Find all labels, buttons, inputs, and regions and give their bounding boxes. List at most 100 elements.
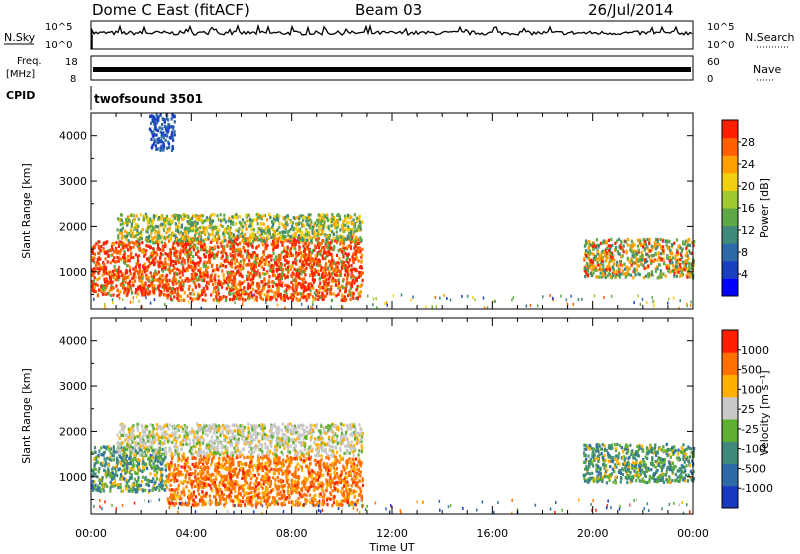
scatter-cell — [92, 281, 95, 286]
scatter-cell — [678, 257, 681, 262]
scatter-cell — [664, 239, 667, 244]
scatter-cell — [250, 267, 253, 271]
scatter-cell — [248, 277, 251, 281]
scatter-cell — [194, 228, 198, 232]
ground-scatter-cell — [577, 298, 580, 301]
scatter-cell — [128, 219, 131, 223]
scatter-cell — [171, 113, 174, 117]
scatter-cell — [246, 249, 249, 253]
scatter-cell — [171, 214, 174, 218]
scatter-cell — [283, 294, 286, 298]
scatter-cell — [101, 478, 104, 483]
scatter-cell — [291, 239, 294, 243]
scatter-cell — [148, 456, 151, 460]
scatter-cell — [357, 250, 360, 254]
scatter-cell — [93, 276, 96, 280]
freq-band — [93, 67, 691, 72]
scatter-cell — [158, 277, 161, 281]
scatter-cell — [303, 271, 306, 275]
ground-scatter-cell — [284, 306, 286, 310]
scatter-cell — [335, 230, 338, 234]
scatter-cell — [133, 241, 136, 246]
scatter-cell — [151, 278, 154, 282]
scatter-cell — [163, 124, 166, 128]
scatter-cell — [258, 227, 261, 231]
scatter-cell — [105, 272, 108, 276]
scatter-cell — [190, 251, 193, 255]
scatter-cell — [169, 247, 172, 252]
scatter-cell — [195, 224, 198, 228]
scatter-cell — [204, 246, 207, 250]
scatter-cell — [148, 127, 151, 131]
scatter-cell — [342, 261, 345, 265]
scatter-cell — [102, 269, 105, 273]
scatter-cell — [277, 285, 280, 289]
scatter-cell — [217, 282, 220, 286]
scatter-cell — [135, 242, 138, 246]
scatter-cell — [155, 214, 158, 218]
scatter-cell — [134, 269, 137, 273]
scatter-cell — [337, 212, 340, 217]
scatter-cell — [253, 293, 256, 297]
scatter-cell — [291, 221, 295, 225]
scatter-cell — [91, 250, 94, 254]
scatter-cell — [146, 257, 149, 261]
scatter-cell — [117, 272, 120, 276]
scatter-cell — [205, 250, 208, 255]
scatter-cell — [107, 281, 110, 285]
scatter-cell — [285, 259, 288, 263]
scatter-cell — [144, 293, 147, 297]
scatter-cell — [169, 478, 173, 482]
scatter-cell — [106, 280, 109, 284]
scatter-cell — [322, 223, 325, 227]
scatter-cell — [271, 223, 275, 227]
scatter-cell — [159, 113, 162, 117]
scatter-cell — [278, 272, 281, 277]
scatter-cell — [631, 244, 635, 248]
scatter-cell — [98, 267, 102, 271]
scatter-cell — [272, 245, 275, 249]
scatter-cell — [108, 448, 111, 452]
scatter-cell — [126, 256, 129, 260]
scatter-cell — [163, 218, 166, 222]
scatter-cell — [173, 276, 176, 280]
scatter-cell — [165, 236, 168, 240]
scatter-cell — [136, 457, 139, 462]
scatter-cell — [587, 246, 590, 250]
scatter-cell — [154, 273, 157, 277]
scatter-cell — [229, 278, 232, 282]
scatter-cell — [230, 238, 233, 242]
scatter-cell — [687, 243, 690, 247]
scatter-cell — [242, 246, 245, 250]
scatter-cell — [282, 255, 285, 259]
scatter-cell — [321, 495, 324, 499]
scatter-cell — [136, 229, 139, 233]
scatter-cell — [125, 459, 129, 463]
scatter-cell — [306, 231, 310, 235]
scatter-cell — [347, 293, 350, 298]
scatter-cell — [229, 247, 232, 251]
nsky-label: N.Sky — [4, 31, 36, 44]
nave-tick-top: 60 — [707, 57, 720, 68]
scatter-cell — [117, 268, 120, 272]
scatter-cell — [164, 133, 167, 137]
scatter-cell — [148, 461, 151, 465]
scatter-cell — [187, 287, 190, 291]
scatter-cell — [658, 274, 661, 278]
scatter-cell — [310, 284, 314, 288]
scatter-cell — [221, 239, 224, 243]
scatter-cell — [352, 218, 355, 222]
scatter-cell — [290, 267, 293, 272]
scatter-cell — [138, 267, 141, 271]
scatter-cell — [316, 261, 319, 265]
scatter-cell — [138, 246, 141, 250]
scatter-cell — [102, 445, 105, 449]
scatter-cell — [272, 468, 276, 472]
scatter-cell — [303, 287, 306, 291]
scatter-cell — [158, 488, 161, 492]
scatter-cell — [636, 264, 639, 268]
scatter-cell — [661, 239, 664, 243]
ground-scatter-cell — [446, 297, 448, 300]
scatter-cell — [230, 286, 233, 290]
scatter-cell — [208, 216, 212, 220]
